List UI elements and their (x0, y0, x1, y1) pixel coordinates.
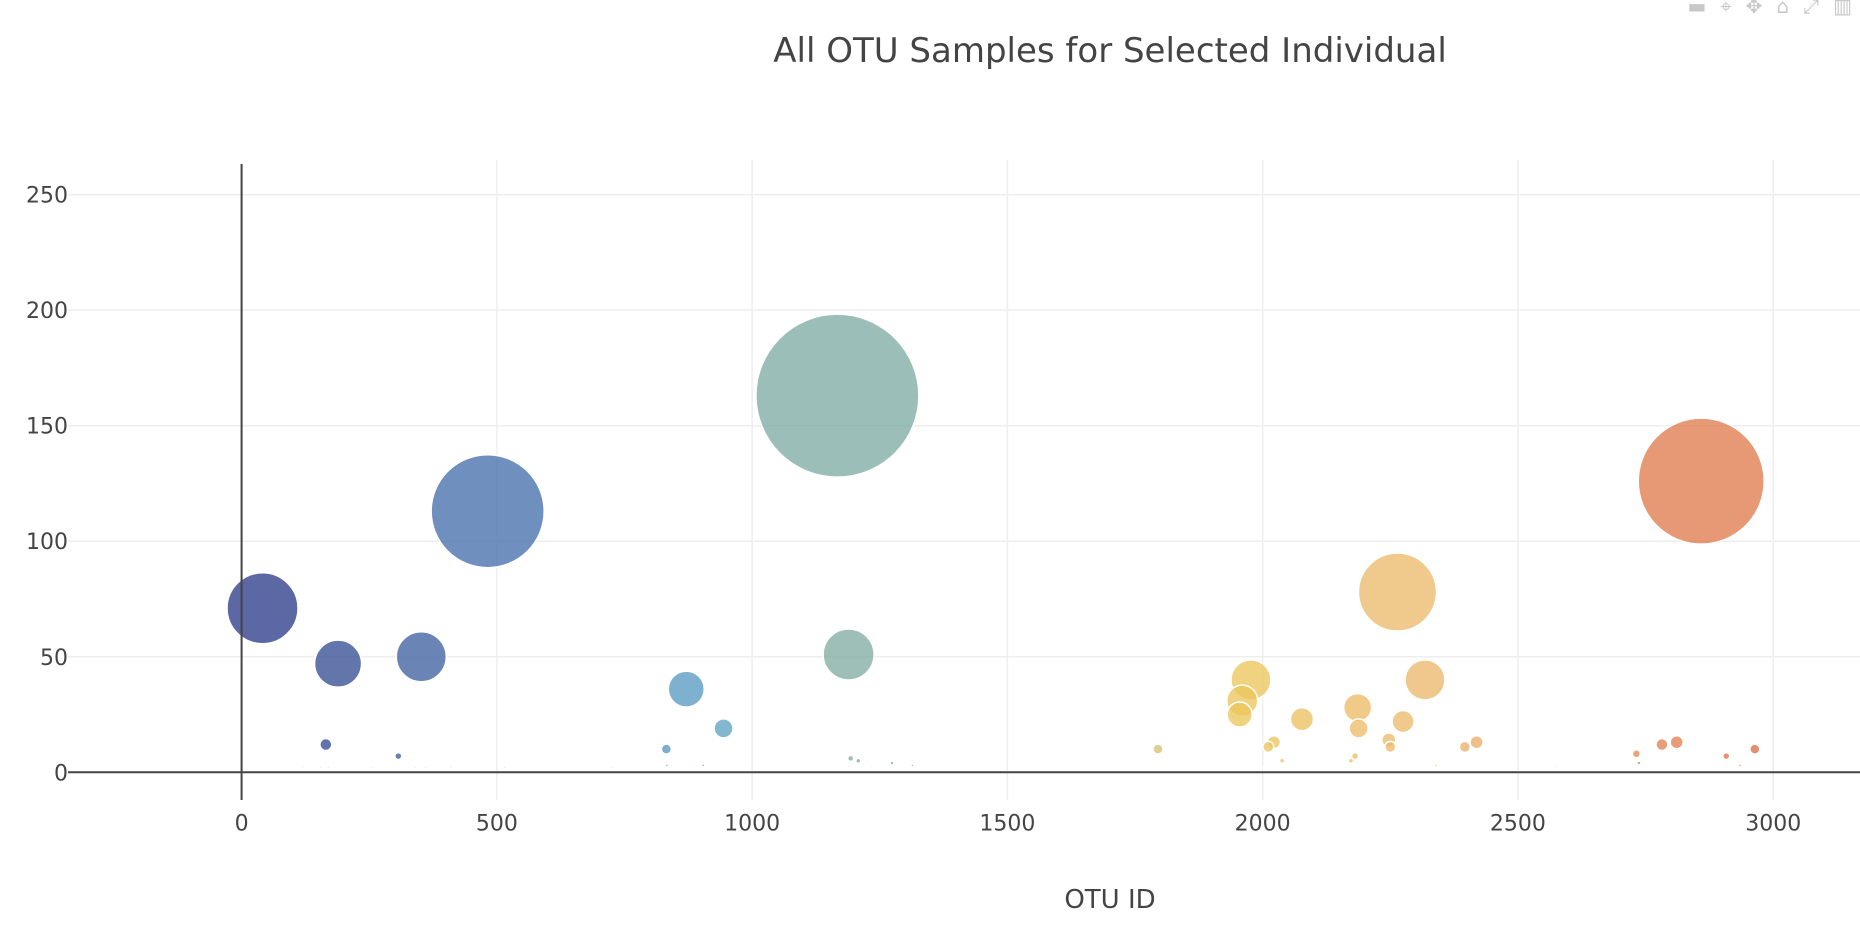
bubble-point[interactable] (395, 631, 448, 683)
bubble-point[interactable] (1669, 734, 1684, 750)
grid-lines (68, 160, 1860, 800)
bubble-point[interactable] (1350, 751, 1360, 761)
bubble-point[interactable] (700, 763, 706, 768)
bubble-point[interactable] (1281, 765, 1285, 770)
bubble-point[interactable] (1008, 765, 1012, 770)
bubble-point[interactable] (1348, 718, 1369, 739)
reset-icon[interactable]: ⌂ (1776, 0, 1790, 18)
x-tick-label: 2000 (1235, 811, 1291, 836)
bubble-series (226, 313, 1765, 770)
y-tick-label: 250 (26, 184, 68, 209)
bubble-point[interactable] (502, 765, 507, 770)
x-tick-label: 2500 (1490, 811, 1546, 836)
bubble-point[interactable] (1553, 765, 1557, 770)
bubble-point[interactable] (1512, 765, 1517, 770)
bubble-point[interactable] (1357, 552, 1438, 632)
x-tick-label: 1000 (724, 811, 780, 836)
bubble-point[interactable] (226, 571, 299, 645)
bubble-point[interactable] (1260, 765, 1265, 770)
bubble-point[interactable] (424, 765, 428, 770)
autoscale-icon[interactable]: ⤢ (1803, 0, 1820, 18)
bubble-point[interactable] (1737, 763, 1743, 768)
bubble-point[interactable] (609, 765, 614, 770)
bubble-point[interactable] (1347, 757, 1355, 764)
bubble-point[interactable] (822, 628, 875, 681)
bubble-point[interactable] (1749, 743, 1761, 755)
bubble-point[interactable] (869, 765, 873, 770)
bubble-point[interactable] (1317, 765, 1321, 770)
bubble-point[interactable] (667, 670, 706, 708)
bubble-point[interactable] (660, 743, 673, 755)
bubble-point[interactable] (664, 763, 670, 768)
bubble-point[interactable] (301, 765, 305, 770)
bubble-point[interactable] (1342, 692, 1373, 723)
zoom-icon[interactable]: ⌖ (1720, 0, 1732, 18)
bubble-point[interactable] (318, 765, 323, 770)
x-tick-label: 0 (235, 811, 249, 836)
bubble-point[interactable] (755, 313, 920, 478)
bubble-point[interactable] (1278, 757, 1286, 764)
bubble-point[interactable] (1404, 659, 1446, 701)
bubble-point[interactable] (319, 737, 333, 752)
bubble-point[interactable] (313, 639, 363, 688)
axes (68, 164, 1860, 800)
bubble-point[interactable] (846, 754, 855, 763)
y-tick-label: 50 (40, 646, 68, 671)
bubble-point[interactable] (1631, 749, 1642, 759)
camera-icon[interactable]: ▬ (1687, 0, 1707, 18)
bubble-point[interactable] (1469, 734, 1484, 750)
bubble-point[interactable] (910, 763, 915, 768)
bubble-point[interactable] (855, 757, 862, 764)
bubble-point[interactable] (1391, 709, 1415, 734)
bubble-point[interactable] (713, 718, 734, 739)
bubble-point[interactable] (1536, 765, 1541, 770)
bubble-point[interactable] (1458, 740, 1472, 754)
bubble-point[interactable] (1503, 765, 1507, 770)
tick-labels: 0 500 1000 1500 2000 2500 3000 0 50 100 150 200 250 (26, 184, 1801, 837)
bubble-point[interactable] (1637, 417, 1765, 545)
bubble-point[interactable] (1336, 765, 1340, 770)
bubble-point[interactable] (326, 765, 331, 770)
pan-icon[interactable]: ✥ (1745, 0, 1763, 18)
chart-title: All OTU Samples for Selected Individual (773, 31, 1447, 71)
bubble-point[interactable] (430, 453, 545, 569)
chart-toolbar: ▬ ⌖ ✥ ⌂ ⤢ ▥ (1687, 0, 1852, 18)
x-tick-label: 500 (476, 811, 518, 836)
bubble-point[interactable] (394, 751, 403, 761)
bar-icon[interactable]: ▥ (1833, 0, 1852, 18)
bubble-point[interactable] (449, 765, 453, 770)
bubble-point[interactable] (370, 765, 374, 770)
bubble-point[interactable] (1434, 763, 1439, 768)
y-tick-label: 150 (26, 415, 68, 440)
bubble-point[interactable] (1152, 743, 1164, 755)
y-tick-label: 0 (54, 761, 68, 786)
bubble-point[interactable] (1655, 737, 1669, 752)
bubble-point[interactable] (1384, 740, 1397, 754)
bubble-point[interactable] (889, 760, 895, 766)
x-axis-title: OTU ID (1064, 885, 1155, 915)
bubble-point[interactable] (1721, 751, 1731, 761)
x-tick-label: 3000 (1745, 811, 1801, 836)
y-tick-label: 200 (26, 299, 68, 324)
bubble-point[interactable] (1289, 706, 1315, 732)
bubble-point[interactable] (1262, 740, 1275, 754)
bubble-point[interactable] (1636, 760, 1642, 766)
bubble-point[interactable] (1226, 701, 1253, 728)
y-tick-label: 100 (26, 530, 68, 555)
bubble-point[interactable] (413, 765, 417, 770)
x-tick-label: 1500 (979, 811, 1035, 836)
